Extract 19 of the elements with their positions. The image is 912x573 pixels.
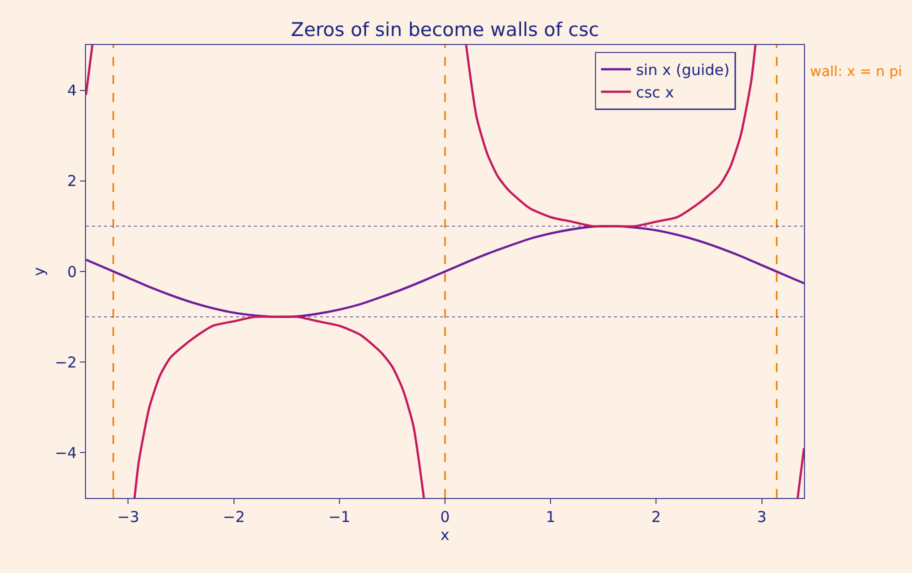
- y-tick-label: 4: [67, 82, 77, 100]
- x-axis-title: x: [440, 526, 450, 544]
- chart-title: Zeros of sin become walls of csc: [290, 19, 600, 42]
- legend-label: csc x: [636, 84, 674, 102]
- x-tick-label: −1: [328, 508, 350, 526]
- y-tick-label: −2: [54, 353, 77, 372]
- y-tick-label: 2: [67, 172, 77, 190]
- y-tick-label: 0: [67, 262, 77, 281]
- x-tick-label: 1: [546, 508, 556, 526]
- x-tick-label: 0: [440, 508, 450, 526]
- x-tick-label: −2: [222, 508, 245, 526]
- x-tick-label: 3: [756, 508, 767, 526]
- line-series: [86, 225, 804, 318]
- ref-line-label: wall: x = n pi: [810, 64, 902, 80]
- legend-label: sin x (guide): [636, 61, 730, 80]
- y-axis-title: y: [30, 266, 48, 276]
- x-tick-label: −3: [117, 508, 140, 526]
- x-tick-label: 2: [651, 508, 661, 526]
- y-tick-label: −4: [54, 444, 77, 462]
